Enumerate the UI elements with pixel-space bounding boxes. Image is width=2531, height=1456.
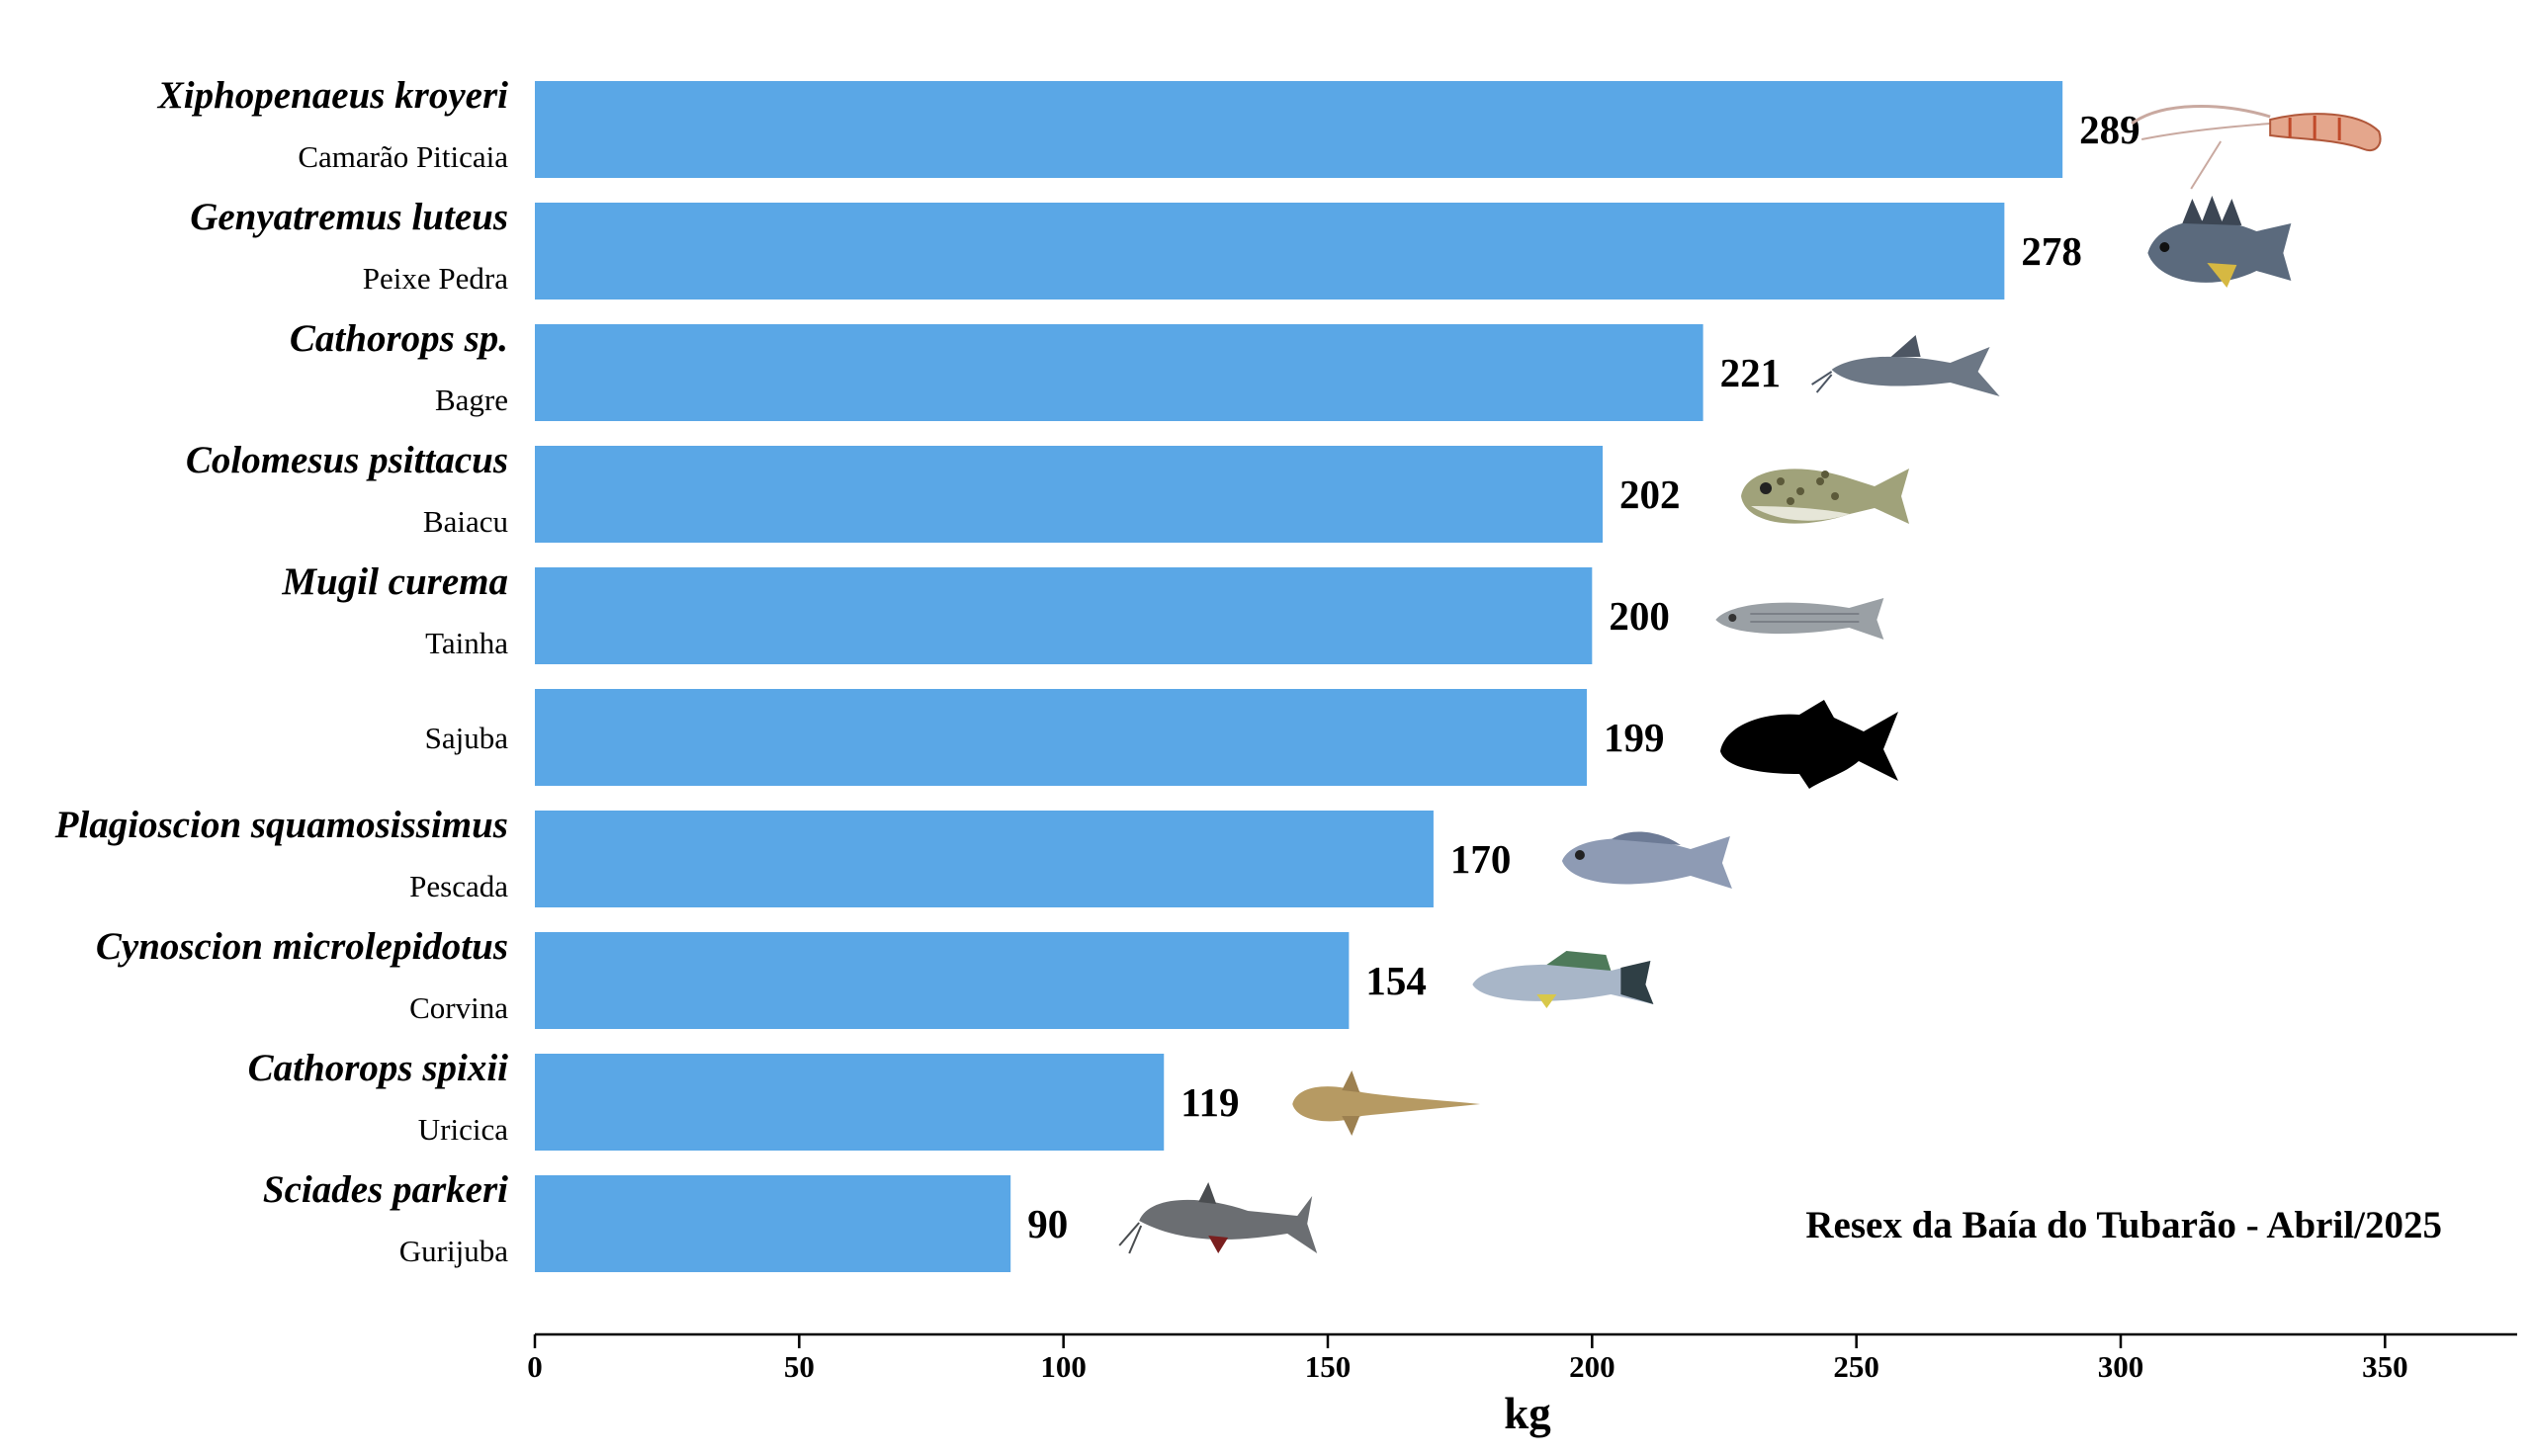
value-label: 119 [1180, 1079, 1239, 1125]
x-tick-label: 0 [527, 1349, 543, 1384]
bar [535, 689, 1587, 786]
mullet-icon [1715, 598, 1884, 640]
scientific-name-label: Xiphopenaeus kroyeri [157, 74, 508, 117]
common-name-label: Peixe Pedra [363, 261, 508, 296]
x-tick-label: 150 [1305, 1349, 1352, 1384]
common-name-label: Pescada [409, 869, 508, 903]
bar [535, 1054, 1165, 1151]
x-tick-label: 250 [1833, 1349, 1879, 1384]
bar [535, 932, 1350, 1029]
common-name-label: Sajuba [425, 721, 509, 755]
scientific-name-label: Colomesus psittacus [186, 439, 508, 481]
x-tick-label: 50 [784, 1349, 815, 1384]
common-name-label: Uricica [418, 1112, 508, 1147]
value-label: 170 [1450, 836, 1512, 882]
scientific-name-label: Cathorops sp. [290, 317, 508, 360]
small-catfish-icon [1292, 1071, 1481, 1136]
value-label: 289 [2079, 107, 2140, 152]
common-name-label: Corvina [409, 990, 508, 1025]
bar [535, 203, 2005, 300]
category-labels: Xiphopenaeus kroyeri Camarão Piticaia Geny… [54, 74, 509, 1268]
bar [535, 81, 2063, 178]
species-icons [1118, 105, 2382, 1254]
bar [535, 324, 1703, 421]
value-label: 200 [1609, 593, 1670, 639]
scientific-name-label: Mugil curema [281, 560, 508, 603]
x-axis-label: kg [1504, 1389, 1551, 1438]
pufferfish-icon [1741, 469, 1910, 524]
x-axis: 0 50 100 150 200 250 300 350 [527, 1332, 2517, 1384]
x-tick-label: 100 [1040, 1349, 1087, 1384]
common-name-label: Gurijuba [399, 1234, 508, 1268]
croaker-icon [1561, 831, 1732, 889]
bar [535, 567, 1593, 664]
bar [535, 811, 1434, 907]
fish-silhouette-icon [1719, 700, 1898, 789]
value-label: 90 [1027, 1201, 1068, 1246]
value-label: 278 [2021, 228, 2082, 274]
value-label: 202 [1619, 471, 1681, 517]
x-tick-label: 200 [1569, 1349, 1615, 1384]
value-label: 221 [1720, 350, 1782, 395]
x-tick-label: 350 [2362, 1349, 2408, 1384]
catfish-icon [1811, 335, 2000, 396]
gillbacker-catfish-icon [1118, 1182, 1318, 1254]
bar [535, 446, 1604, 543]
scientific-name-label: Cynoscion microlepidotus [96, 925, 508, 968]
x-tick-label: 300 [2098, 1349, 2144, 1384]
common-name-label: Bagre [435, 383, 508, 417]
stone-fish-icon [2147, 196, 2292, 288]
common-name-label: Camarão Piticaia [298, 139, 508, 174]
value-label: 154 [1365, 958, 1427, 1003]
scientific-name-label: Cathorops spixii [248, 1047, 508, 1089]
common-name-label: Baiacu [423, 504, 508, 539]
weakfish-icon [1472, 951, 1654, 1008]
shrimp-icon [2131, 105, 2382, 190]
common-name-label: Tainha [425, 626, 508, 660]
value-label: 199 [1604, 715, 1665, 760]
value-labels: 289 278 221 202 200 199 170 154 119 90 [1027, 107, 2139, 1246]
scientific-name-label: Genyatremus luteus [190, 196, 508, 238]
chart-annotation: Resex da Baía do Tubarão - Abril/2025 [1805, 1204, 2442, 1246]
scientific-name-label: Sciades parkeri [263, 1168, 508, 1211]
bars-layer [535, 81, 2063, 1272]
bar [535, 1175, 1011, 1272]
scientific-name-label: Plagioscion squamosissimus [54, 804, 508, 846]
